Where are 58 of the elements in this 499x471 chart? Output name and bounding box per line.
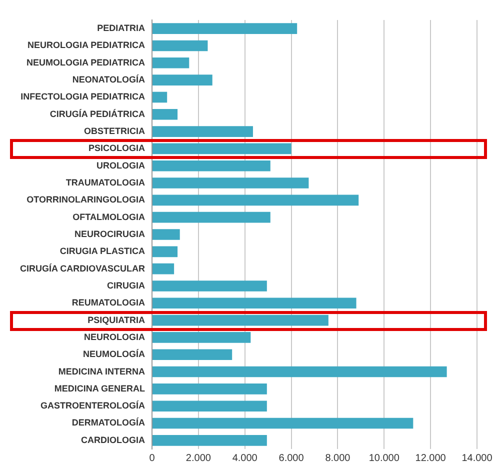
x-tick-label: 10.000 <box>368 452 400 464</box>
y-tick-label: PSICOLOGIA <box>88 143 146 154</box>
y-tick-label: CIRUGÍA PEDIÁTRICA <box>50 108 146 119</box>
bar <box>152 263 174 274</box>
bar <box>152 212 270 223</box>
bar <box>152 418 414 429</box>
y-tick-label: CIRUGIA <box>107 280 146 290</box>
y-tick-label: NEUROLOGIA <box>84 332 146 342</box>
x-tick-label: 6.000 <box>278 452 304 464</box>
bar <box>152 400 267 412</box>
y-tick-label: PSIQUIATRIA <box>88 314 146 325</box>
bar <box>152 229 180 240</box>
y-tick-label: NEONATOLOGÍA <box>72 74 146 85</box>
bar <box>152 57 190 68</box>
bar <box>152 280 267 292</box>
y-tick-label: PEDIATRIA <box>97 23 146 34</box>
y-tick-label: UROLOGIA <box>96 160 146 170</box>
x-tick-label: 8.000 <box>325 452 351 464</box>
bar <box>152 40 208 52</box>
y-tick-label: DERMATOLOGÍA <box>72 418 146 428</box>
bar <box>152 194 359 206</box>
y-tick-label: MEDICINA GENERAL <box>54 383 146 394</box>
y-tick-label: NEUROLOGIA PEDIATRICA <box>27 40 146 50</box>
bar <box>152 332 251 343</box>
y-tick-label: OBSTETRICIA <box>84 126 146 136</box>
x-tick-label: 12.000 <box>415 452 446 464</box>
y-tick-label: NEUMOLOGÍA <box>83 349 146 360</box>
y-tick-label: INFECTOLOGIA PEDIATRICA <box>20 92 146 102</box>
y-tick-label: CIRUGIA PLASTICA <box>60 246 146 256</box>
y-tick-label: REUMATOLOGIA <box>72 298 146 308</box>
x-tick-label: 14.000 <box>462 452 493 464</box>
y-tick-label: NEUMOLOGIA PEDIATRICA <box>26 57 146 68</box>
y-tick-label: MEDICINA INTERNA <box>58 366 146 376</box>
bar <box>152 160 270 172</box>
bar <box>152 384 267 394</box>
bar <box>152 92 168 103</box>
y-tick-label: NEUROCIRUGIA <box>74 228 146 239</box>
y-tick-label: CIRUGÍA CARDIOVASCULAR <box>20 263 146 274</box>
x-tick-label: 2.000 <box>186 452 212 464</box>
bar <box>152 143 292 154</box>
y-tick-label: TRAUMATOLOGIA <box>66 178 146 188</box>
bar <box>152 298 356 309</box>
bar <box>152 178 309 188</box>
x-tick-label: 0 <box>149 452 156 464</box>
y-tick-label: CARDIOLOGIA <box>81 434 146 445</box>
y-tick-label: GASTROENTEROLOGÍA <box>40 400 146 411</box>
bar <box>152 246 178 258</box>
bar <box>152 126 253 137</box>
y-tick-label: OTORRINOLARINGOLOGIA <box>26 194 146 205</box>
bar <box>152 349 232 360</box>
bar <box>152 74 212 86</box>
bar <box>152 366 447 378</box>
bar <box>152 435 267 446</box>
x-tick-label: 4.000 <box>232 452 258 464</box>
bar <box>152 23 298 34</box>
y-tick-label: OFTALMOLOGIA <box>72 212 146 222</box>
bar <box>152 314 328 326</box>
bar <box>152 108 178 120</box>
